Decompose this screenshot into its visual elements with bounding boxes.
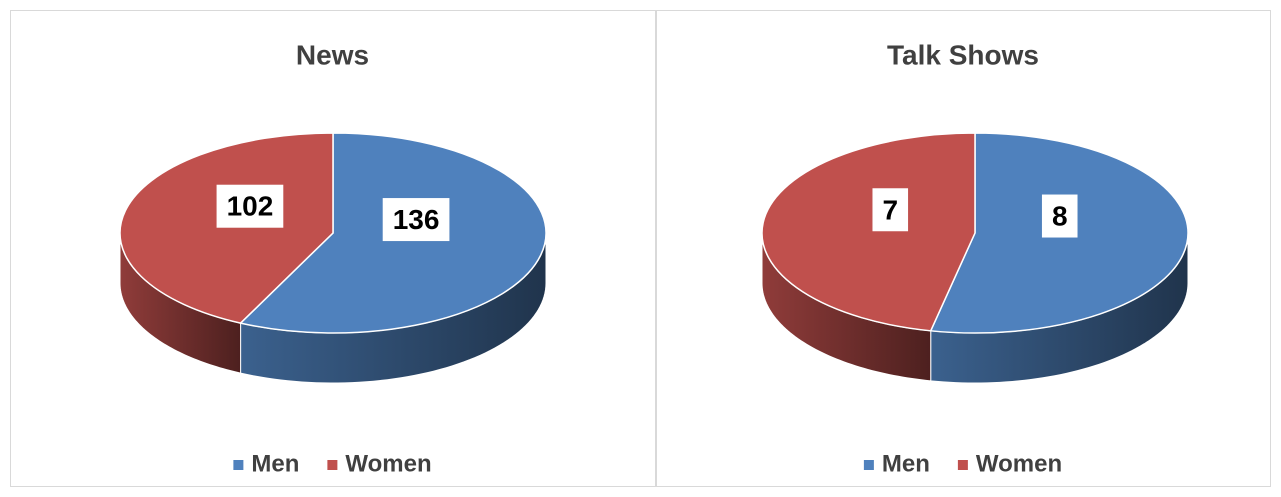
legend-label: Women <box>976 450 1062 477</box>
legend-swatch <box>233 460 244 470</box>
legend-swatch <box>863 460 874 470</box>
data-label: 8 <box>1052 201 1068 232</box>
data-label: 7 <box>882 194 898 225</box>
slice <box>761 132 976 332</box>
legend-label: Women <box>345 450 431 477</box>
data-label: 136 <box>393 204 440 235</box>
data-label-box <box>216 184 284 228</box>
legend-swatch <box>957 460 968 470</box>
chart-title: Talk Shows <box>887 39 1039 70</box>
legend-swatch <box>327 460 338 470</box>
chart-title: News <box>296 39 369 70</box>
data-label-box <box>382 198 450 242</box>
legend-label: Men <box>882 450 930 477</box>
slice <box>119 132 334 324</box>
legend-label: Men <box>251 450 299 477</box>
data-label-box <box>1041 194 1078 238</box>
data-label-box <box>872 188 909 232</box>
data-label: 102 <box>227 191 274 222</box>
